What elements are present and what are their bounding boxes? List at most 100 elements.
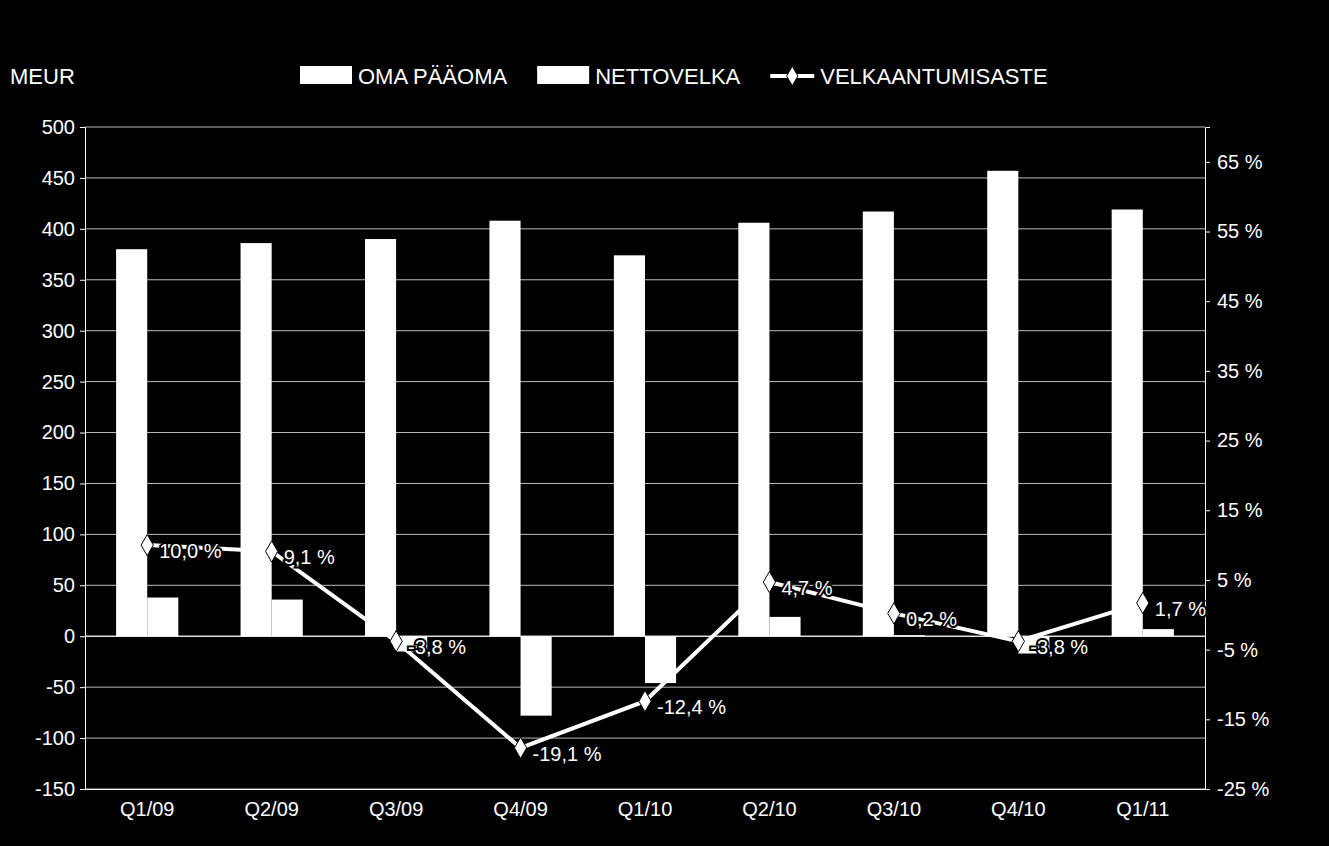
y2-tick-mark <box>1205 232 1210 233</box>
y-tick: -50 <box>46 676 85 698</box>
marker <box>1137 592 1149 613</box>
y-tick: 100 <box>42 523 85 545</box>
y2-tick: -25 % <box>1205 778 1269 800</box>
y2-tick-label: 45 % <box>1217 290 1263 312</box>
x-tick-label: Q2/10 <box>742 798 796 820</box>
x-tick: Q2/09 <box>244 789 298 820</box>
y-tick-label: 450 <box>42 167 75 189</box>
y-tick-label: -100 <box>35 727 75 749</box>
line <box>147 545 1143 748</box>
bar <box>365 239 396 636</box>
y-tick-label: 350 <box>42 269 75 291</box>
bar <box>1143 629 1174 636</box>
y-tick-mark <box>80 789 85 790</box>
marker <box>141 534 153 555</box>
y-tick-mark <box>80 585 85 586</box>
x-tick: Q1/09 <box>120 789 174 820</box>
y-tick-mark <box>80 483 85 484</box>
y-tick: -150 <box>35 778 85 800</box>
y2-tick: 45 % <box>1205 290 1263 312</box>
legend-key <box>300 66 352 84</box>
bar <box>614 255 645 636</box>
y-tick-label: 400 <box>42 218 75 240</box>
markers <box>141 534 1149 758</box>
y-tick: -100 <box>35 727 85 749</box>
grid <box>85 127 1205 789</box>
grid-line <box>85 127 1205 128</box>
y-tick-label: 250 <box>42 371 75 393</box>
bar <box>987 171 1018 636</box>
y-tick: 500 <box>42 116 85 138</box>
y-tick-label: 150 <box>42 472 75 494</box>
bar <box>521 636 552 715</box>
data-label: 0,2 % <box>906 608 957 630</box>
marker <box>639 691 651 712</box>
bar <box>863 212 894 637</box>
data-label: 1,7 % <box>1155 598 1206 620</box>
bar <box>1112 209 1143 636</box>
y-tick-mark <box>80 382 85 383</box>
y2-axis-line <box>1206 128 1211 790</box>
x-tick: Q4/10 <box>991 789 1045 820</box>
y2-tick: 65 % <box>1205 151 1263 173</box>
data-label: 9,1 % <box>284 546 335 568</box>
grid-line <box>85 177 1205 178</box>
y-tick-label: 200 <box>42 421 75 443</box>
legend-item: OMA PÄÄOMA <box>300 64 507 89</box>
y2-tick-label: -5 % <box>1217 639 1258 661</box>
marker <box>1012 631 1024 652</box>
legend: OMA PÄÄOMA NETTOVELKA VELKAANTUMISASTE <box>300 64 1048 89</box>
data-label: -3,8 % <box>1030 636 1088 658</box>
marker <box>763 571 775 592</box>
grid-line <box>85 687 1205 688</box>
x-tick: Q2/10 <box>742 789 796 820</box>
bar <box>116 249 147 636</box>
y2-tick-label: -15 % <box>1217 708 1269 730</box>
y-tick-label: -150 <box>35 778 75 800</box>
y-tick-mark <box>80 636 85 637</box>
legend-item: VELKAANTUMISASTE <box>770 64 1047 89</box>
y-tick: 400 <box>42 218 85 240</box>
grid-line <box>85 228 1205 229</box>
x-tick: Q1/11 <box>1116 789 1169 820</box>
y2-tick-mark <box>1205 162 1210 163</box>
x-tick-label: Q4/10 <box>991 798 1045 820</box>
y2-tick-label: 65 % <box>1217 151 1263 173</box>
y2-tick-mark <box>1205 650 1210 651</box>
data-label: -3,8 % <box>408 636 466 658</box>
y-axis: -150-100-5005010015020025030035040045050… <box>35 116 86 800</box>
x-tick-label: Q1/10 <box>618 798 672 820</box>
grid-line <box>85 738 1205 739</box>
y2-tick-label: 25 % <box>1217 429 1263 451</box>
y2-tick-label: -25 % <box>1217 778 1269 800</box>
x-axis-line <box>86 789 1206 790</box>
y2-tick: 55 % <box>1205 220 1263 242</box>
y-tick-mark <box>80 127 85 128</box>
bar-series <box>116 171 1143 636</box>
x-tick: Q3/10 <box>867 789 921 820</box>
y-tick: 250 <box>42 371 85 393</box>
x-tick: Q4/09 <box>493 789 547 820</box>
bar <box>241 243 272 636</box>
y-axis-line <box>80 128 86 790</box>
grid-line <box>85 789 1205 790</box>
y-tick-label: 50 <box>53 574 75 596</box>
y-tick-mark <box>80 738 85 739</box>
bar <box>489 221 520 637</box>
y-tick-mark <box>80 280 85 281</box>
y2-axis: -25 %-15 %-5 %5 %15 %25 %35 %45 %55 %65 … <box>1205 128 1269 800</box>
y2-tick-mark <box>1205 301 1210 302</box>
y2-tick-label: 35 % <box>1217 360 1263 382</box>
y-tick: 150 <box>42 472 85 494</box>
bar <box>769 617 800 636</box>
marker <box>888 603 900 624</box>
marker <box>514 737 526 758</box>
y2-tick: -5 % <box>1205 639 1258 661</box>
x-tick-label: Q3/10 <box>867 798 921 820</box>
y2-tick-mark <box>1205 371 1210 372</box>
y2-tick-mark <box>1205 580 1210 581</box>
y-tick-label: 500 <box>42 116 75 138</box>
y2-tick-mark <box>1205 441 1210 442</box>
legend-label: NETTOVELKA <box>595 64 740 89</box>
marker <box>390 631 402 652</box>
